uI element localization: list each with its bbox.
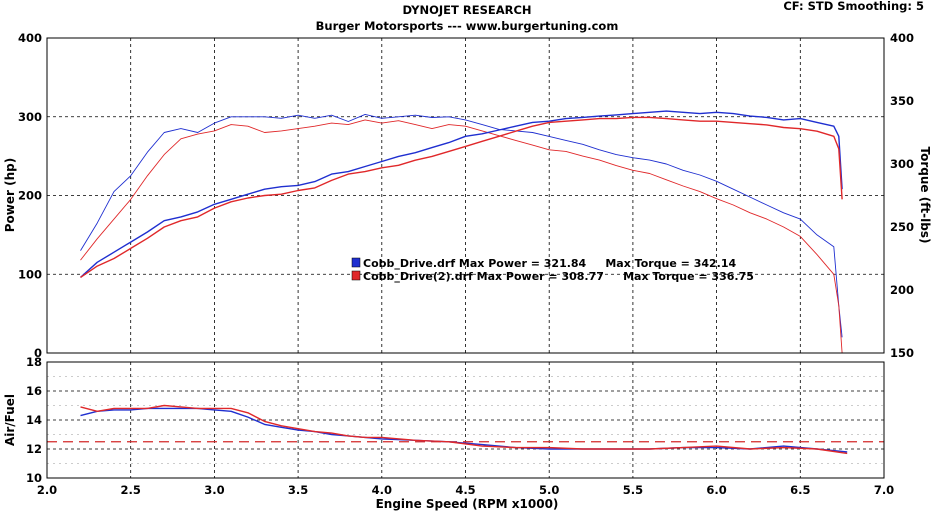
afr-series-run2	[80, 404, 848, 455]
main-series-power-run2	[80, 119, 843, 354]
x-tick-label: 3.5	[288, 483, 308, 497]
main-y-tick-label: 200	[18, 189, 42, 203]
x-tick-label: 4.5	[455, 483, 475, 497]
chart-subtitle: Burger Motorsports --- www.burgertuning.…	[316, 19, 619, 33]
main-y2-tick-label: 250	[890, 220, 914, 234]
main-y2-tick-label: 300	[890, 157, 914, 171]
main-y2-tick-label: 150	[890, 346, 914, 360]
chart-title: DYNOJET RESEARCH	[402, 3, 531, 17]
x-tick-label: 2.0	[37, 483, 57, 497]
legend-swatch-run1	[351, 257, 361, 268]
legend-entry-run2: Cobb_Drive(2).drf Max Power = 308.77 Max…	[363, 270, 754, 283]
afr-y-tick-label: 10	[26, 471, 42, 485]
x-tick-label: 6.5	[790, 483, 810, 497]
afr-y-tick-label: 14	[26, 413, 42, 427]
y-axis-label-power: Power (hp)	[3, 158, 17, 232]
x-tick-label: 4.0	[372, 483, 392, 497]
main-series-torque-run1	[80, 110, 843, 278]
x-tick-label: 6.0	[706, 483, 726, 497]
x-tick-label: 2.5	[121, 483, 141, 497]
afr-y-tick-label: 18	[26, 355, 42, 369]
dyno-settings: CF: STD Smoothing: 5	[783, 0, 924, 13]
x-tick-label: 7.0	[874, 483, 894, 497]
legend-swatch-run2	[351, 270, 361, 281]
legend: Cobb_Drive.drf Max Power = 321.84 Max To…	[351, 257, 754, 283]
main-y-tick-label: 400	[18, 31, 42, 45]
main-y2-tick-label: 200	[890, 283, 914, 297]
main-y2-tick-label: 400	[890, 31, 914, 45]
y2-axis-label-torque: Torque (ft-lbs)	[918, 147, 932, 244]
afr-y-tick-label: 16	[26, 384, 42, 398]
legend-entry-run1: Cobb_Drive.drf Max Power = 321.84 Max To…	[363, 257, 737, 270]
main-y-tick-label: 300	[18, 110, 42, 124]
x-tick-label: 5.0	[539, 483, 559, 497]
main-y-tick-label: 0	[34, 346, 42, 360]
main-plot-border	[46, 37, 885, 354]
main-y2-tick-label: 350	[890, 94, 914, 108]
main-y-tick-label: 100	[18, 267, 42, 281]
main-series-power-run1	[80, 113, 843, 338]
x-axis-label: Engine Speed (RPM x1000)	[376, 497, 559, 511]
y-axis-label-afr: Air/Fuel	[3, 394, 17, 446]
x-tick-label: 3.0	[204, 483, 224, 497]
afr-plot-border	[46, 361, 885, 479]
main-series-torque-run2	[80, 116, 843, 278]
afr-y-tick-label: 12	[26, 442, 42, 456]
x-tick-label: 5.5	[623, 483, 643, 497]
